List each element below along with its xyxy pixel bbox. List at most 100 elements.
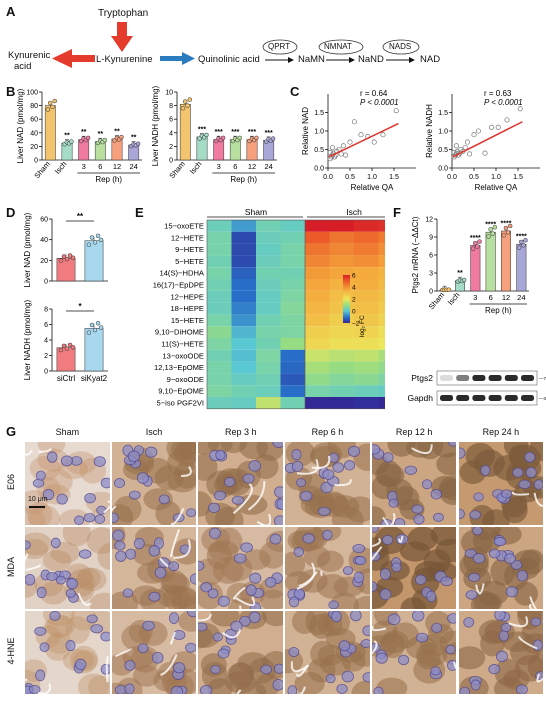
cell-nucleus (111, 512, 119, 523)
cell-nucleus (291, 460, 304, 472)
cell-cytoplasm (458, 646, 485, 670)
heatmap-cell (354, 290, 379, 303)
x-tick-label: 0.5 (345, 174, 355, 181)
cell-nucleus (350, 610, 362, 622)
data-point (461, 277, 467, 283)
data-point (519, 239, 524, 245)
cell-nucleus (36, 586, 47, 598)
heatmap-cell (207, 385, 232, 397)
heatmap-cell (305, 326, 330, 338)
stain-column-header: Rep 24 h (482, 427, 520, 437)
cell-nucleus (208, 587, 219, 598)
heatmap-cell (256, 267, 281, 279)
y-tick-label: 60 (30, 117, 38, 124)
heatmap-cell (231, 279, 256, 291)
y-tick-label: 0.5 (314, 147, 324, 154)
cell-nucleus (525, 466, 537, 478)
cell-cytoplasm (303, 545, 331, 568)
kynurenic-label: Kynurenic (8, 50, 51, 61)
data-point (503, 225, 509, 231)
stain-column-header: Sham (55, 427, 80, 437)
cell-cytoplasm (28, 505, 61, 525)
sinusoid (390, 512, 396, 525)
panel-e-label: E (135, 205, 144, 220)
heatmap-row-label: 14(S)−HDHA (159, 269, 204, 278)
p-value: P < 0.0001 (484, 98, 523, 107)
cell-nucleus (488, 548, 500, 558)
data-point (182, 99, 188, 104)
y-tick-label: 0 (44, 279, 48, 286)
group-label: Rep (h) (95, 175, 122, 184)
data-point (92, 327, 98, 333)
heatmap-cell (280, 314, 305, 327)
heatmap-cell (354, 255, 379, 268)
cell-nucleus (343, 565, 354, 575)
x-axis-label: Relative QA (351, 183, 394, 192)
cell-nucleus (24, 539, 31, 550)
cell-nucleus (472, 552, 485, 564)
scatter-point (351, 119, 357, 125)
data-point (492, 225, 498, 230)
cell-cytoplasm (41, 468, 73, 495)
heatmap-cell (354, 397, 379, 409)
blot-band (456, 395, 470, 401)
panel-b-charts: 020406080100Sham**Isch**3**6**12**24Live… (16, 85, 277, 184)
heatmap-cell (354, 279, 379, 291)
cell-nucleus (500, 489, 512, 499)
cell-nucleus (113, 478, 125, 489)
heatmap-cell (305, 373, 330, 386)
enzyme-nmnat: NMNAT (324, 42, 352, 51)
cell-nucleus (55, 575, 66, 585)
cell-nucleus (465, 589, 478, 600)
cell-nucleus (379, 567, 391, 580)
cell-nucleus (272, 441, 284, 448)
legend-tick: 0 (352, 309, 356, 316)
x-tick-label: 1.5 (389, 174, 399, 181)
heatmap-cell (280, 220, 305, 232)
cell-nucleus (35, 470, 46, 481)
heatmap-cell (231, 243, 256, 256)
x-tick-label: 1.5 (513, 174, 523, 181)
heatmap-cell (207, 349, 232, 362)
heatmap-cell (231, 385, 256, 397)
category-label: siKyat2 (81, 374, 108, 383)
sinusoid (24, 678, 28, 681)
significance-label: *** (198, 126, 206, 133)
stain-column-header: Rep 12 h (395, 427, 433, 437)
heatmap-cell (305, 338, 330, 350)
heatmap-cell (329, 385, 354, 397)
cell-nucleus (404, 465, 417, 475)
cell-cytoplasm (481, 509, 510, 525)
heatmap-cell (305, 255, 330, 268)
histology-texture (458, 610, 544, 694)
heatmap-row-label: 9,10−EpOME (158, 387, 204, 396)
cell-nucleus (218, 595, 231, 607)
heatmap-cell (256, 314, 281, 327)
data-point (470, 246, 476, 251)
stain-column-header: Rep 6 h (311, 427, 344, 437)
sinusoid (298, 570, 318, 587)
scatter-point (329, 145, 335, 151)
x-tick-label: 0.5 (469, 174, 479, 181)
sinusoid (103, 500, 110, 514)
blot-kd: —70 kD (539, 376, 546, 381)
cell-nucleus (299, 490, 313, 502)
y-tick-label: 40 (30, 130, 38, 137)
cell-nucleus (136, 472, 149, 484)
cell-nucleus (246, 583, 257, 596)
cell-nucleus (56, 493, 68, 505)
y-tick-label: 0 (34, 158, 38, 165)
x-tick-label: 0.0 (323, 174, 333, 181)
data-point (98, 325, 104, 330)
scatter-point (471, 132, 477, 138)
heatmap-cell (378, 397, 385, 409)
cell-nucleus (122, 587, 133, 598)
significance-label: ** (114, 129, 120, 136)
cell-nucleus (362, 625, 370, 637)
cell-cytoplasm (77, 673, 109, 694)
bar (179, 103, 191, 161)
y-tick-label: 0 (429, 289, 433, 296)
y-tick-label: 2 (169, 144, 173, 151)
cell-nucleus (154, 566, 167, 578)
cell-nucleus (158, 494, 170, 505)
